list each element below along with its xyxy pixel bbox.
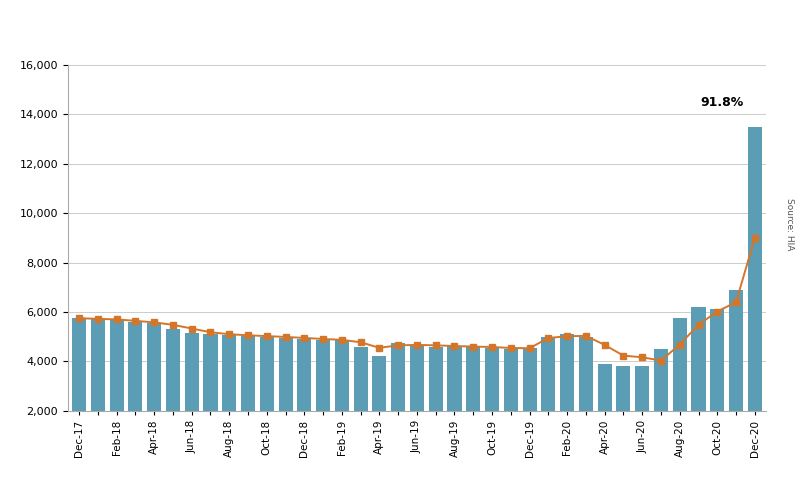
Text: (SEASONALLY ADJUSTED): (SEASONALLY ADJUSTED) (469, 21, 649, 36)
Bar (241, 336, 255, 460)
Bar (692, 307, 705, 460)
Text: 91.8%: 91.8% (701, 96, 744, 109)
Bar (316, 340, 330, 460)
Bar (373, 357, 386, 460)
Text: PRIVATE NEW HOUSE SALES -  AUSTRALIA: PRIVATE NEW HOUSE SALES - AUSTRALIA (10, 19, 420, 38)
Bar (729, 290, 743, 460)
Bar (523, 348, 536, 460)
Bar (184, 333, 199, 460)
Bar (203, 334, 218, 460)
Bar (72, 318, 86, 460)
Bar (429, 347, 443, 460)
Bar (109, 320, 124, 460)
Bar (673, 318, 687, 460)
Bar (466, 347, 480, 460)
Bar (504, 349, 518, 460)
Bar (654, 349, 668, 460)
Bar (335, 341, 349, 460)
Bar (448, 346, 461, 460)
Bar (616, 367, 630, 460)
Text: Source: HIA: Source: HIA (785, 198, 794, 250)
Bar (279, 338, 293, 460)
Bar (541, 337, 555, 460)
Bar (91, 319, 105, 460)
Bar (222, 336, 236, 460)
Bar (710, 309, 725, 460)
Bar (410, 345, 424, 460)
Bar (260, 337, 274, 460)
Bar (128, 322, 142, 460)
Bar (748, 126, 762, 460)
Bar (147, 323, 161, 460)
Bar (635, 367, 650, 460)
Bar (391, 343, 405, 460)
Bar (485, 348, 499, 460)
Bar (298, 339, 311, 460)
Bar (579, 337, 593, 460)
Bar (166, 329, 180, 460)
Bar (598, 364, 612, 460)
Bar (560, 334, 574, 460)
Bar (354, 347, 368, 460)
